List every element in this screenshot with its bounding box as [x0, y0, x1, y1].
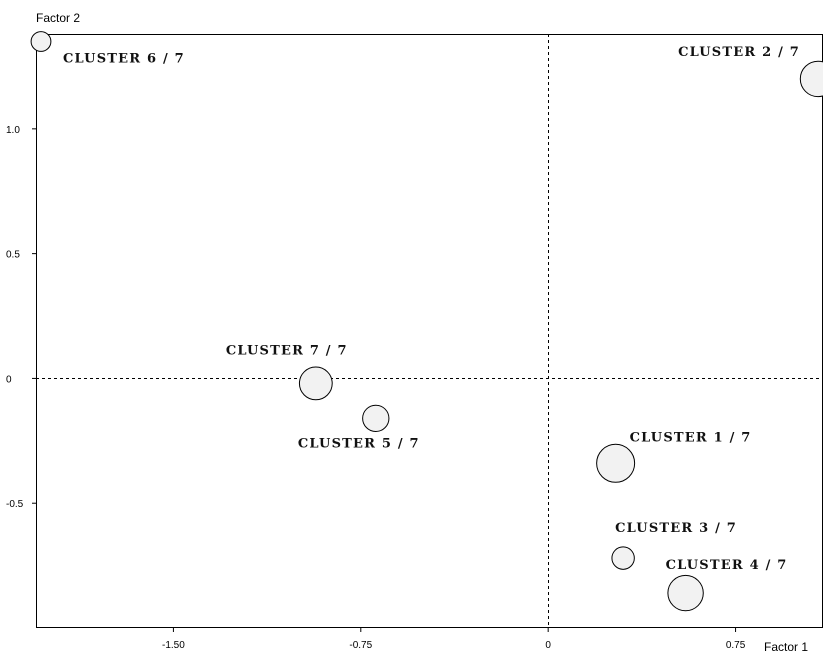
x-axis-title: Factor 1 — [764, 640, 808, 652]
x-tick-label: -1.50 — [162, 640, 185, 651]
y-axis-title: Factor 2 — [36, 11, 80, 25]
cluster-point — [611, 546, 635, 570]
cluster-label: CLUSTER 6 / 7 — [63, 51, 185, 66]
ticks: -1.50 -0.75 0 0.75 -0.5 0 0.5 1.0 — [6, 125, 746, 651]
plot-frame — [36, 34, 823, 628]
cluster-point — [30, 31, 52, 52]
cluster-point — [667, 574, 704, 612]
y-tick-label: 0.5 — [6, 250, 20, 261]
cluster-label: CLUSTER 7 / 7 — [226, 343, 348, 358]
cluster-label: CLUSTER 4 / 7 — [666, 558, 788, 573]
cluster-label: CLUSTER 1 / 7 — [630, 430, 752, 445]
cluster-point — [596, 443, 636, 483]
cluster-point — [799, 60, 823, 98]
y-tick-label: 1.0 — [6, 125, 20, 136]
cluster-label: CLUSTER 3 / 7 — [615, 521, 737, 536]
cluster-point — [298, 366, 333, 401]
points: CLUSTER 1 / 7 CLUSTER 2 / 7 CLUSTER 3 / 7 C… — [30, 31, 823, 612]
cluster-label: CLUSTER 5 / 7 — [298, 436, 420, 451]
cluster-label: CLUSTER 2 / 7 — [678, 45, 800, 60]
y-tick-label: 0 — [6, 374, 12, 385]
x-tick-label: 0 — [545, 640, 551, 651]
x-tick-label: 0.75 — [726, 640, 746, 651]
x-tick-label: -0.75 — [349, 640, 372, 651]
cluster-point — [362, 404, 390, 433]
y-tick-label: -0.5 — [6, 499, 24, 510]
